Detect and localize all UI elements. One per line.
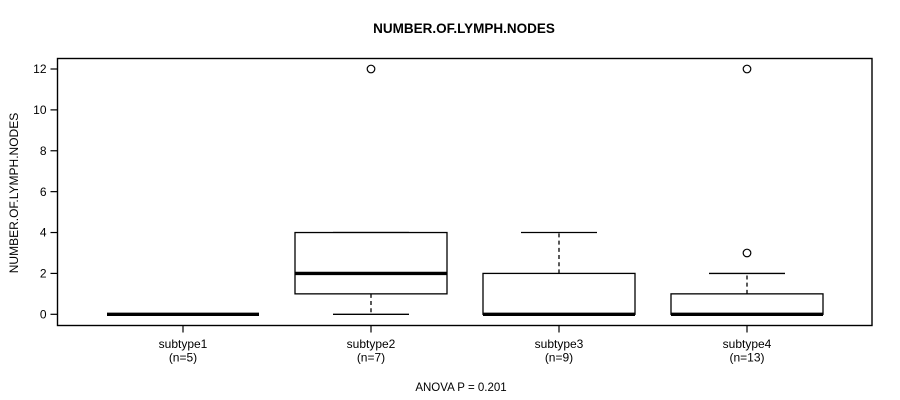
- x-count-label: (n=13): [729, 351, 764, 365]
- box-rect: [294, 231, 448, 295]
- y-tick-label: 6: [40, 185, 47, 199]
- y-axis-label: NUMBER.OF.LYMPH.NODES: [7, 113, 21, 273]
- y-tick-label: 0: [40, 308, 47, 322]
- box-group-subtype3: subtype3(n=9): [482, 231, 636, 365]
- outlier-point: [742, 64, 752, 74]
- y-tick-label: 8: [40, 144, 47, 158]
- x-category-label: subtype1: [159, 337, 208, 351]
- x-category-label: subtype2: [347, 337, 396, 351]
- y-tick-label: 10: [33, 103, 47, 117]
- y-tick-label: 12: [33, 62, 47, 76]
- x-count-label: (n=5): [169, 351, 197, 365]
- box-rect: [670, 293, 824, 315]
- box-group-subtype2: subtype2(n=7): [294, 64, 448, 365]
- chart-title: NUMBER.OF.LYMPH.NODES: [373, 21, 555, 36]
- outlier-point: [366, 64, 376, 74]
- plot-border: [56, 57, 873, 327]
- x-count-label: (n=9): [545, 351, 573, 365]
- box-rect: [482, 272, 636, 315]
- anova-annotation: ANOVA P = 0.201: [415, 382, 506, 394]
- box-group-subtype4: subtype4(n=13): [670, 64, 824, 365]
- plot-area: 024681012subtype1(n=5)subtype2(n=7)subty…: [33, 57, 873, 365]
- box-group-subtype1: subtype1(n=5): [107, 312, 259, 365]
- x-count-label: (n=7): [357, 351, 385, 365]
- x-category-label: subtype3: [535, 337, 584, 351]
- outlier-point: [742, 248, 752, 258]
- y-tick-label: 4: [40, 226, 47, 240]
- y-tick-label: 2: [40, 267, 47, 281]
- x-category-label: subtype4: [723, 337, 772, 351]
